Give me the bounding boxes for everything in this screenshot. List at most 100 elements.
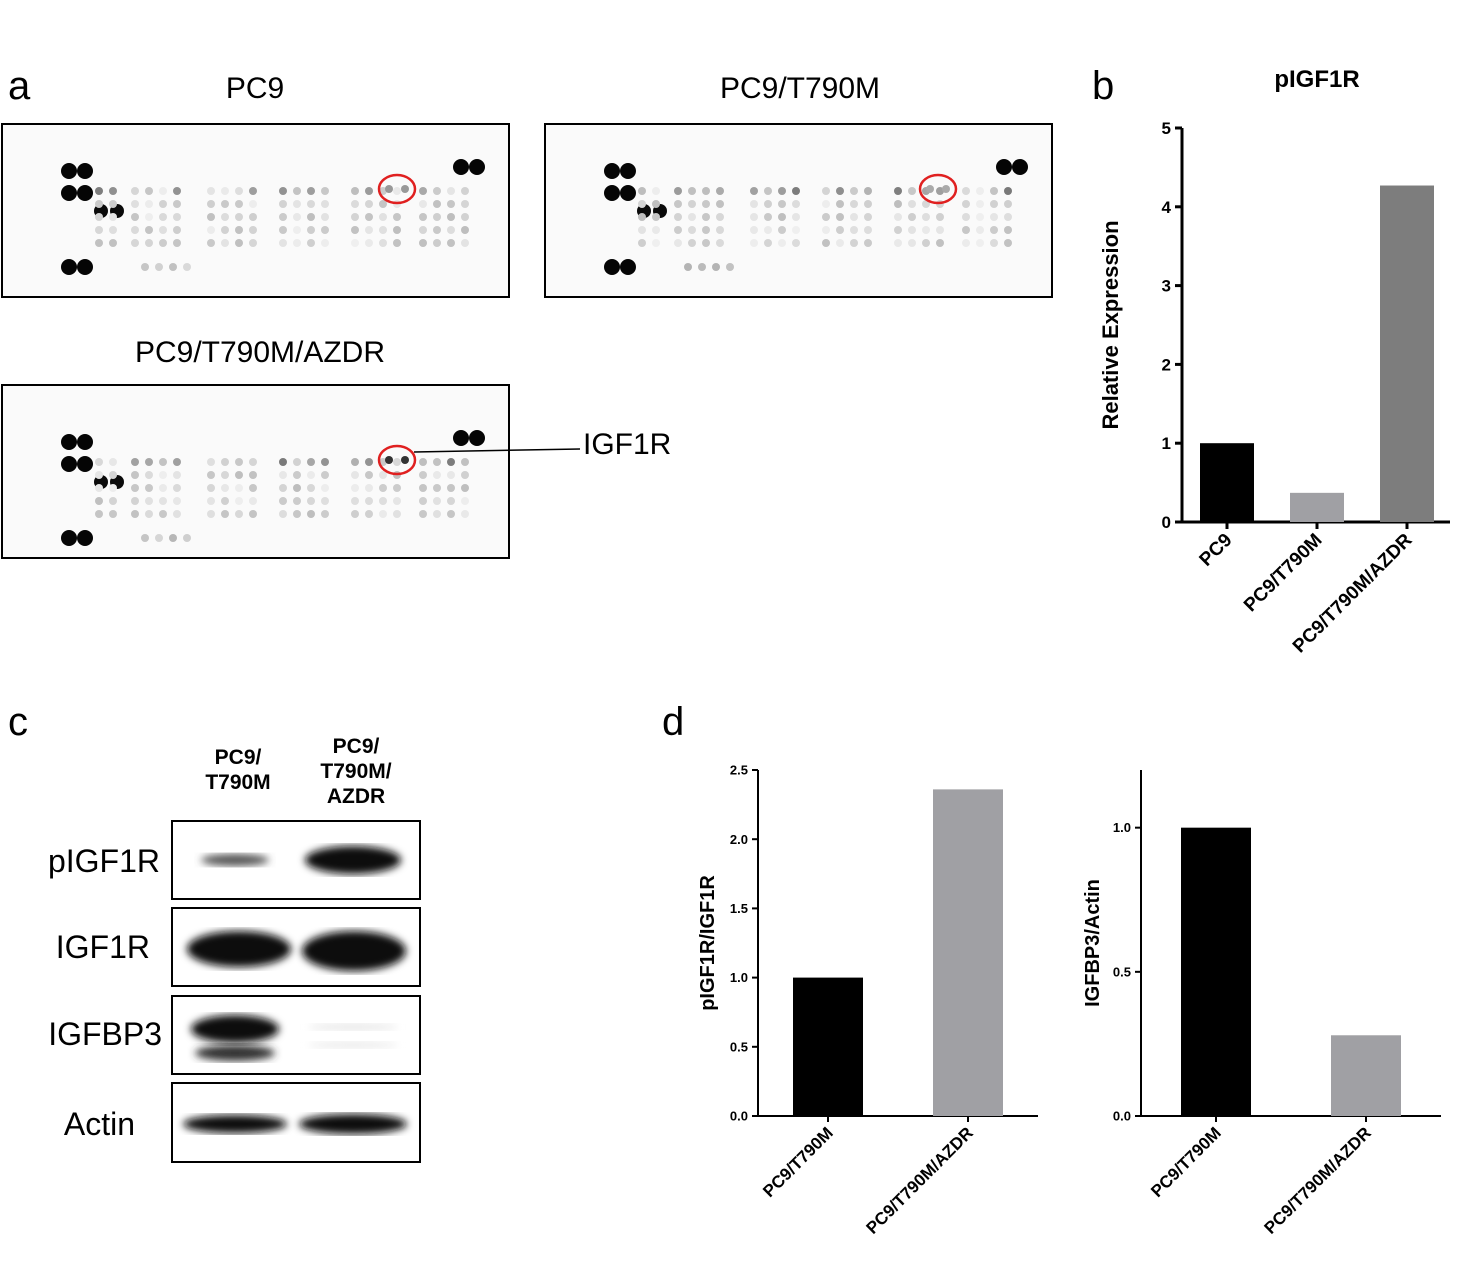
array-spot: [249, 226, 257, 234]
array-spot: [141, 534, 149, 542]
array-spot: [307, 187, 315, 195]
array-spot: [321, 213, 329, 221]
array-spot: [822, 200, 830, 208]
array-spot: [850, 226, 858, 234]
x-tick-label: PC9/T790M/AZDR: [863, 1123, 977, 1237]
array-reference-spot: [77, 456, 93, 472]
array-reference-spot: [620, 259, 636, 275]
array-spot: [109, 510, 117, 518]
array-spot: [962, 213, 970, 221]
igf1r-callout-line: [413, 448, 581, 453]
array-spot: [351, 187, 359, 195]
array-spot: [183, 263, 191, 271]
array-spot: [351, 226, 359, 234]
array-reference-spot: [620, 185, 636, 201]
array-spot: [307, 213, 315, 221]
array-reference-spot: [61, 530, 77, 546]
array-spot: [702, 239, 710, 247]
array-spot: [365, 510, 373, 518]
array-spot: [716, 239, 724, 247]
array-spot: [750, 213, 758, 221]
array-spot: [145, 187, 153, 195]
array-spot: [393, 239, 401, 247]
array-spot: [836, 200, 844, 208]
array-spot: [235, 510, 243, 518]
array-spot: [433, 226, 441, 234]
array-spot: [173, 187, 181, 195]
array-spot: [698, 263, 706, 271]
array-spot: [976, 213, 984, 221]
array-spot: [235, 471, 243, 479]
array-spot: [447, 510, 455, 518]
array-spot: [674, 200, 682, 208]
array-spot: [141, 263, 149, 271]
array-spot: [684, 263, 692, 271]
array-spot: [321, 187, 329, 195]
igf1r-highlight-circle: [377, 173, 417, 205]
array-spot: [1004, 239, 1012, 247]
array-spot: [249, 510, 257, 518]
array-reference-spot: [453, 159, 469, 175]
array-spot: [321, 510, 329, 518]
array-spot: [207, 239, 215, 247]
array-spot: [307, 458, 315, 466]
array-spot: [864, 239, 872, 247]
array-spot: [393, 497, 401, 505]
panel-letter-b: b: [1092, 64, 1115, 108]
array-spot: [95, 187, 103, 195]
array-spot: [652, 239, 660, 247]
array-spot: [419, 471, 427, 479]
array-spot-igf1r: [942, 185, 950, 193]
array-spot: [461, 213, 469, 221]
array-spot: [109, 239, 117, 247]
array-spot-igf1r: [401, 185, 409, 193]
array-spot: [235, 458, 243, 466]
array-spot: [688, 213, 696, 221]
wb-row-label-igf1r: IGF1R: [55, 929, 150, 965]
array-spot: [365, 239, 373, 247]
array-spot: [433, 187, 441, 195]
wb-band-igfbp3: [171, 995, 421, 1075]
array-spot: [447, 484, 455, 492]
array-spot: [351, 458, 359, 466]
array-title-pc9-t790m-azdr: PC9/T790M/AZDR: [134, 336, 386, 369]
array-spot: [221, 471, 229, 479]
array-spot: [433, 497, 441, 505]
array-spot: [95, 213, 103, 221]
array-spot: [221, 497, 229, 505]
array-spot: [822, 213, 830, 221]
array-spot: [109, 226, 117, 234]
array-spot: [447, 213, 455, 221]
array-spot: [379, 213, 387, 221]
array-spot: [207, 213, 215, 221]
y-axis-label: pIGF1R/IGF1R: [697, 875, 719, 1011]
array-spot: [365, 213, 373, 221]
array-spot: [638, 226, 646, 234]
array-spot: [145, 458, 153, 466]
array-spot: [688, 187, 696, 195]
igf1r-highlight-circle: [918, 173, 958, 205]
array-spot: [894, 213, 902, 221]
array-spot: [159, 471, 167, 479]
array-spot: [249, 239, 257, 247]
antibody-array-pc9: [1, 123, 510, 298]
array-spot: [145, 497, 153, 505]
chart-pigf1r-igf1r-ratio: 0.0 0.5 1.0 1.5 2.0 2.5 pIGF1R/IGF1R PC9/T790M P…: [697, 763, 1038, 1238]
array-reference-spot: [469, 159, 485, 175]
array-reference-spot: [620, 163, 636, 179]
array-spot: [95, 471, 103, 479]
array-reference-spot: [604, 163, 620, 179]
array-spot: [207, 458, 215, 466]
array-spot: [850, 239, 858, 247]
array-spot: [976, 200, 984, 208]
array-spot: [1004, 226, 1012, 234]
array-spot: [419, 200, 427, 208]
array-spot: [726, 263, 734, 271]
array-spot: [419, 484, 427, 492]
array-spot: [792, 200, 800, 208]
array-spot: [836, 213, 844, 221]
array-spot: [936, 213, 944, 221]
array-spot: [173, 200, 181, 208]
antibody-array-pc9-t790m-azdr: [1, 384, 510, 559]
array-spot: [131, 187, 139, 195]
